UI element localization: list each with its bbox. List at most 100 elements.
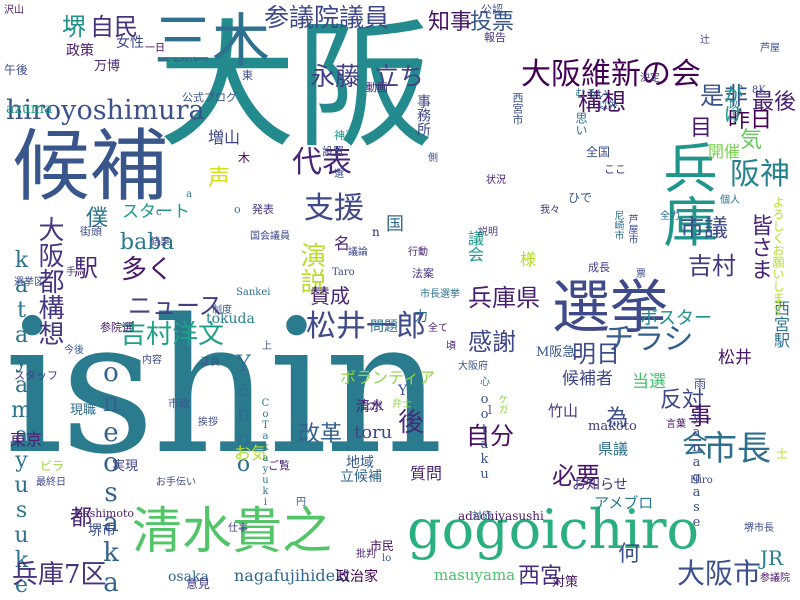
word: 阪神	[730, 157, 790, 192]
word: 後	[398, 408, 425, 438]
word: 賛成	[310, 284, 350, 308]
word: 西宮	[518, 564, 563, 589]
word: baba	[120, 230, 175, 255]
word: 反対	[660, 388, 705, 413]
word: 円	[296, 497, 306, 508]
word: Taro	[332, 267, 355, 278]
word: 対応	[472, 511, 492, 522]
word: 市民	[370, 539, 395, 553]
word: 芦屋	[760, 43, 780, 54]
word: 一日	[145, 43, 165, 54]
word: 実現	[112, 459, 139, 474]
word: 東	[242, 69, 253, 82]
word: 比例	[362, 401, 382, 412]
word: 結果	[150, 237, 170, 248]
word: 多く	[121, 255, 174, 285]
word: 堺市長	[744, 523, 774, 534]
word: toru	[354, 422, 393, 443]
word: 決定	[640, 73, 660, 84]
word: 政治家	[336, 569, 378, 585]
word: 事	[688, 402, 712, 430]
word: 駅	[74, 254, 98, 282]
word: 市政	[168, 397, 190, 410]
word: 開催	[708, 142, 741, 161]
word: 政策	[66, 43, 94, 59]
word: メンバー	[166, 57, 206, 68]
word: 弁士	[392, 399, 412, 410]
word: 大阪維新の会	[521, 57, 701, 92]
word: 松井一郎	[306, 309, 426, 344]
word: 内容	[142, 355, 162, 366]
word: 堺市	[88, 523, 116, 539]
word: お手伝い	[156, 477, 196, 488]
word: お気	[234, 444, 268, 464]
word: 改革	[298, 422, 343, 447]
word: Y	[398, 383, 408, 399]
word: 声	[208, 166, 231, 191]
word: 辻	[700, 35, 710, 46]
word: スタート	[122, 202, 190, 222]
word: 知事	[428, 10, 473, 35]
word: 選挙	[552, 273, 669, 341]
word: 立候補	[340, 469, 382, 485]
word: チラシ	[604, 322, 694, 357]
word: 心	[480, 377, 490, 388]
word: 兵庫県	[468, 284, 540, 312]
word: 都	[70, 506, 93, 531]
word: 様	[520, 250, 537, 269]
word: 大阪	[158, 6, 435, 167]
word: oneosaka	[96, 358, 126, 598]
word: 構想	[578, 88, 626, 116]
word: o	[234, 203, 241, 216]
word: 当選	[632, 372, 666, 392]
word: 自分	[466, 422, 514, 450]
word: 参議院	[760, 573, 790, 584]
word: 批判	[356, 549, 376, 560]
word: 参院選	[100, 321, 133, 334]
word: ケガ	[496, 394, 507, 414]
word: 松井	[718, 348, 752, 368]
word: 今後	[64, 345, 84, 356]
word: 沢山	[4, 5, 24, 16]
word: よろしくお願いします	[771, 196, 785, 316]
word: 選挙区	[14, 277, 44, 288]
word: 大阪都構想	[34, 216, 64, 346]
word: 我々	[540, 205, 560, 216]
word: ここ	[604, 163, 626, 176]
word: Sankei	[236, 287, 271, 298]
word: 全て	[428, 323, 448, 334]
word: 女性	[116, 35, 144, 51]
word: 雨	[694, 377, 707, 391]
word: 会	[682, 430, 709, 460]
word: 動画	[366, 81, 388, 94]
word: 設置	[322, 145, 344, 158]
word: 大阪市	[677, 557, 762, 590]
word: 芦屋市	[626, 214, 637, 244]
word: M阪急	[536, 345, 576, 360]
word: 報告	[484, 31, 506, 44]
word: l	[488, 403, 492, 417]
word: 為	[606, 406, 629, 431]
word: makoto	[588, 419, 637, 434]
word: katayamayusuke	[9, 248, 34, 598]
word: 公式ブログ	[182, 91, 237, 104]
word: 言葉	[666, 419, 686, 430]
word: 立ち	[374, 62, 425, 91]
word: 気	[740, 128, 763, 153]
word: がけ	[720, 84, 744, 124]
word: 吉村洋文	[120, 320, 225, 350]
word: 街頭	[80, 225, 102, 238]
word: 兵庫	[654, 140, 717, 248]
word: 問題	[370, 319, 398, 335]
word: 市長	[703, 429, 771, 469]
word: 演説	[296, 242, 326, 294]
word: 地域	[346, 455, 374, 471]
word: nagafujihideki	[234, 566, 350, 585]
word: 清水	[356, 399, 384, 415]
word: 必要	[552, 462, 600, 490]
word: 議会	[465, 230, 484, 262]
word: tokuda	[206, 311, 255, 327]
word: 吉村	[688, 252, 736, 280]
word: osaka	[168, 569, 209, 585]
word: 三木	[154, 7, 271, 75]
